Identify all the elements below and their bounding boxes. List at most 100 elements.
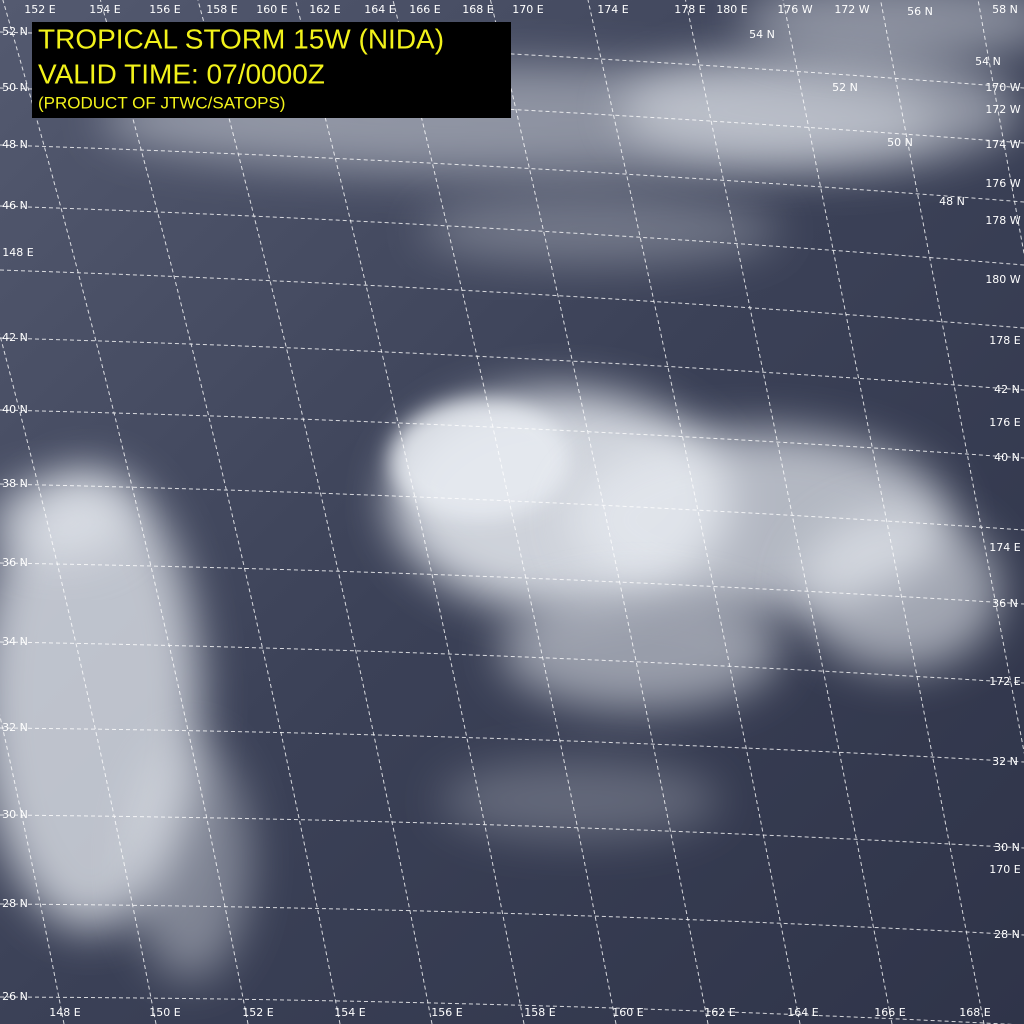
grid-label: 52 N (2, 25, 28, 38)
latitude-line (0, 144, 1024, 203)
grid-label: 166 E (874, 1006, 905, 1019)
grid-label: 180 W (985, 273, 1020, 286)
grid-label: 152 E (242, 1006, 273, 1019)
grid-label: 164 E (364, 3, 395, 16)
latitude-line (0, 483, 1024, 531)
grid-label: 54 N (749, 28, 775, 41)
grid-label: 172 W (834, 3, 869, 16)
grid-label: 160 E (256, 3, 287, 16)
grid-label: 170 E (989, 863, 1020, 876)
grid-label: 174 E (989, 541, 1020, 554)
grid-label: 32 N (2, 721, 28, 734)
longitude-line (294, 0, 525, 1024)
grid-label: 32 N (992, 755, 1018, 768)
grid-label: 158 E (524, 1006, 555, 1019)
grid-label: 40 N (994, 451, 1020, 464)
grid-label: 34 N (2, 635, 28, 648)
longitude-line (2, 0, 249, 1024)
grid-label: 174 W (985, 138, 1020, 151)
cloud (0, 480, 130, 560)
grid-label: 38 N (2, 477, 28, 490)
grid-label: 160 E (612, 1006, 643, 1019)
latitude-line (0, 903, 1024, 936)
grid-label: 148 E (2, 246, 33, 259)
valid-time: VALID TIME: 07/0000Z (38, 58, 325, 89)
grid-label: 168 E (462, 3, 493, 16)
grid-label: 178 E (989, 334, 1020, 347)
longitude-line (685, 0, 893, 1024)
latitude-line (0, 641, 1024, 684)
grid-label: 166 E (409, 3, 440, 16)
title-box: TROPICAL STORM 15W (NIDA) VALID TIME: 07… (32, 22, 511, 118)
title: TROPICAL STORM 15W (NIDA) (38, 23, 444, 54)
latitude-line (0, 409, 1024, 459)
grid-label: 168 E (959, 1006, 990, 1019)
grid-label: 176 W (777, 3, 812, 16)
latitude-line (0, 727, 1024, 763)
latitude-line (0, 562, 1024, 605)
grid-label: 48 N (939, 195, 965, 208)
grid-label: 178 W (985, 214, 1020, 227)
grid-label: 54 N (975, 55, 1001, 68)
grid-label: 30 N (2, 808, 28, 821)
cloud (500, 590, 780, 710)
grid-label: 46 N (2, 199, 28, 212)
latitude-line (0, 205, 1024, 266)
latitude-line (0, 996, 1015, 1024)
grid-labels: 152 E 154 E 156 E 158 E 160 E 162 E 164 E 166 E… (2, 3, 1021, 1019)
latitude-line (0, 337, 1024, 391)
latitude-line (0, 814, 1024, 849)
grid-label: 28 N (2, 897, 28, 910)
grid-label: 162 E (704, 1006, 735, 1019)
cloud (440, 760, 720, 840)
longitude-line (0, 714, 65, 1024)
grid-label: 180 E (716, 3, 747, 16)
grid-label: 174 E (597, 3, 628, 16)
title-background (32, 22, 511, 118)
longitude-line (977, 0, 1024, 257)
grid-label: 36 N (992, 597, 1018, 610)
longitude-line (782, 0, 985, 1024)
grid-label: 152 E (24, 3, 55, 16)
grid-label: 170 W (985, 81, 1020, 94)
grid-label: 42 N (2, 331, 28, 344)
grid-label: 162 E (309, 3, 340, 16)
grid-label: 158 E (206, 3, 237, 16)
grid-label: 176 W (985, 177, 1020, 190)
cloud (420, 195, 780, 265)
clouds (0, 0, 1024, 980)
product-credit: (PRODUCT OF JTWC/SATOPS) (38, 93, 285, 112)
grid-label: 156 E (431, 1006, 462, 1019)
longitude-line (99, 0, 341, 1024)
grid-label: 50 N (2, 81, 28, 94)
longitude-line (489, 0, 709, 1024)
grid-label: 170 E (512, 3, 543, 16)
grid-label: 42 N (994, 383, 1020, 396)
grid-label: 172 E (989, 675, 1020, 688)
cloud (130, 740, 250, 980)
latitude-line (0, 269, 1024, 329)
grid-label: 150 E (149, 1006, 180, 1019)
grid-label: 30 N (994, 841, 1020, 854)
cloud (390, 400, 570, 520)
grid-label: 156 E (149, 3, 180, 16)
grid-label: 28 N (994, 928, 1020, 941)
grid-label: 36 N (2, 556, 28, 569)
grid-label: 52 N (832, 81, 858, 94)
grid-label: 26 N (2, 990, 28, 1003)
grid-label: 176 E (989, 416, 1020, 429)
grid-label: 154 E (334, 1006, 365, 1019)
grid-label: 172 W (985, 103, 1020, 116)
grid-label: 56 N (907, 5, 933, 18)
grid-label: 154 E (89, 3, 120, 16)
longitude-line (197, 0, 433, 1024)
cloud (740, 0, 1024, 60)
longitude-line (0, 333, 157, 1024)
grid-label: 164 E (787, 1006, 818, 1019)
grid-label: 50 N (887, 136, 913, 149)
longitude-line (880, 0, 1024, 755)
grid-label: 148 E (49, 1006, 80, 1019)
grid-label: 40 N (2, 403, 28, 416)
